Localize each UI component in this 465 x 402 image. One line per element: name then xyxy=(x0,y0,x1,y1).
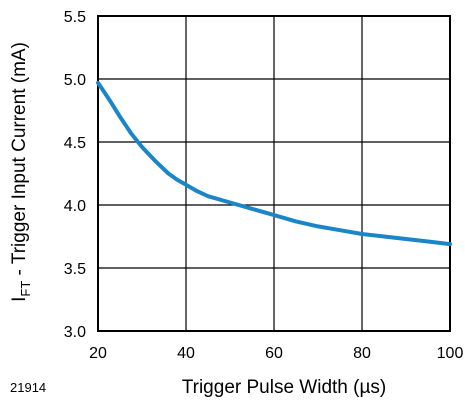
y-tick-label: 3.0 xyxy=(64,324,86,341)
y-axis-label: IFT - Trigger Input Current (mA) xyxy=(9,42,33,302)
figure-id: 21914 xyxy=(10,380,46,395)
grid-lines xyxy=(97,15,451,332)
y-tick-label: 5.5 xyxy=(64,9,86,26)
series-line xyxy=(96,80,452,247)
x-tick-label: 80 xyxy=(353,345,371,362)
x-tick-label: 60 xyxy=(265,345,283,362)
y-tick-label: 4.5 xyxy=(64,135,86,152)
y-axis-label-main: I xyxy=(9,297,30,302)
x-tick-label: 20 xyxy=(89,345,107,362)
y-tick-label: 4.0 xyxy=(64,198,86,215)
x-axis-label: Trigger Pulse Width (µs) xyxy=(182,377,387,398)
x-tick-label: 40 xyxy=(177,345,195,362)
y-axis-label-rest: - Trigger Input Current (mA) xyxy=(9,42,30,281)
y-tick-label: 3.5 xyxy=(64,261,86,278)
x-tick-labels: 20 40 60 80 100 xyxy=(89,345,463,362)
x-tick-label: 100 xyxy=(437,345,464,362)
y-axis-label-subscript: FT xyxy=(18,281,33,297)
plot-frame xyxy=(97,15,451,332)
y-tick-label: 5.0 xyxy=(64,72,86,89)
y-tick-labels: 3.0 3.5 4.0 4.5 5.0 5.5 xyxy=(64,9,86,341)
